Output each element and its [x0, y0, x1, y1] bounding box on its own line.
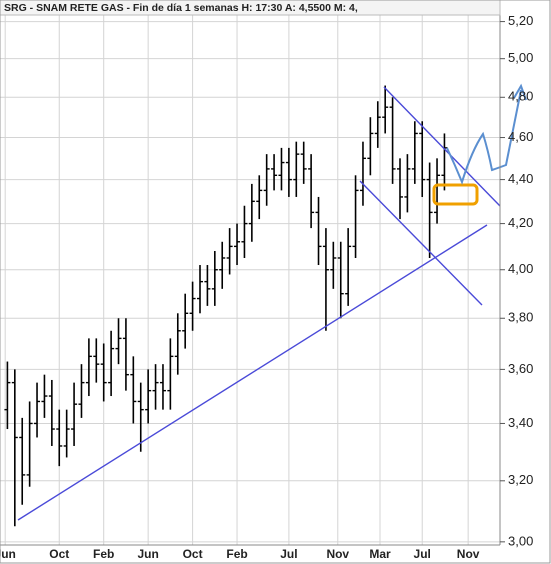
x-tick-label: Jun	[137, 547, 158, 561]
arrow-head	[513, 83, 527, 101]
channel-lower	[359, 180, 483, 306]
x-tick-label: Oct	[49, 547, 69, 561]
y-tick-label: 4,20	[508, 215, 533, 230]
y-tick-label: 4,00	[508, 261, 533, 276]
x-tick-label: Nov	[326, 547, 349, 561]
x-tick-label: Jul	[280, 547, 297, 561]
y-tick-label: 3,40	[508, 415, 533, 430]
channel-upper	[383, 86, 501, 207]
y-tick-label: 5,00	[508, 50, 533, 65]
x-tick-label: Jun	[0, 547, 16, 561]
x-tick-label: Mar	[369, 547, 391, 561]
bars	[4, 85, 448, 527]
x-tick-label: Oct	[183, 547, 203, 561]
x-tick-label: Feb	[93, 547, 114, 561]
y-tick-label: 4,60	[508, 129, 533, 144]
y-tick-label: 3,60	[508, 361, 533, 376]
projection-arrow	[446, 89, 522, 185]
x-tick-label: Jul	[414, 547, 431, 561]
y-tick-label: 4,40	[508, 171, 533, 186]
grid	[0, 0, 500, 545]
y-tick-label: 3,00	[508, 533, 533, 548]
x-tick-label: Feb	[226, 547, 247, 561]
title-box	[0, 0, 501, 16]
y-tick-label: 3,80	[508, 310, 533, 325]
chart-title: SRG - SNAM RETE GAS - Fin de día 1 seman…	[4, 2, 358, 14]
target-box	[432, 183, 479, 206]
y-tick-label: 3,20	[508, 472, 533, 487]
support-line	[17, 224, 488, 521]
y-tick-label: 5,20	[508, 13, 533, 28]
x-tick-label: Nov	[457, 547, 480, 561]
annotations	[17, 83, 527, 521]
y-tick-label: 4,80	[508, 89, 533, 104]
